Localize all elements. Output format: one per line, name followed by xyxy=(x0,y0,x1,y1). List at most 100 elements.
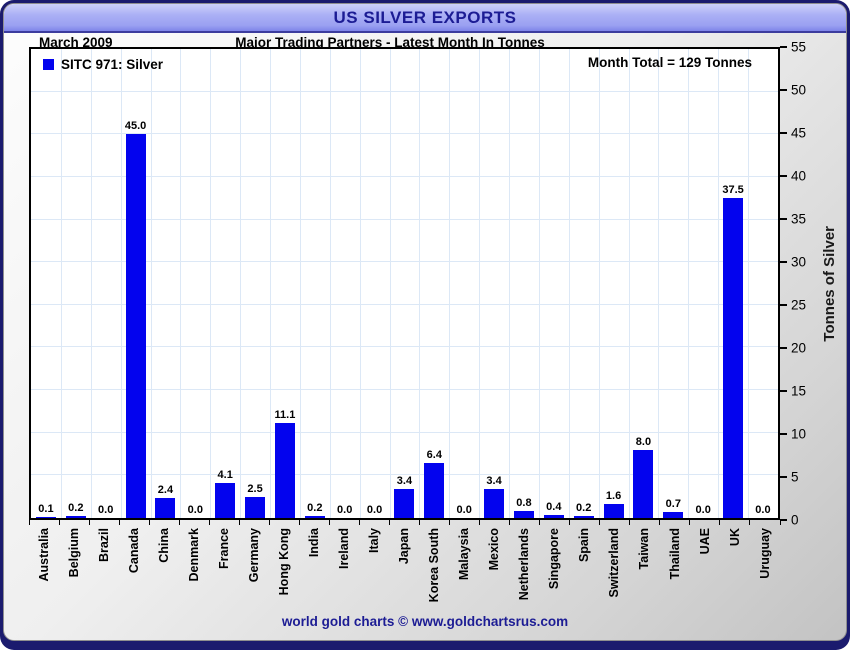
bar-value-label: 0.0 xyxy=(695,504,711,516)
month-total-annotation: Month Total = 129 Tonnes xyxy=(587,55,752,70)
vertical-gridline xyxy=(90,49,92,518)
horizontal-gridline xyxy=(31,346,778,348)
bar xyxy=(394,489,415,518)
y-axis-tick xyxy=(780,132,787,134)
bar-cell: 2.5 xyxy=(240,49,270,518)
x-axis-tick xyxy=(479,520,481,525)
bar-value-label: 8.0 xyxy=(635,435,652,448)
legend: SITC 971: Silver xyxy=(43,57,163,72)
horizontal-gridline xyxy=(31,261,778,263)
x-axis-category-label: Germany xyxy=(246,528,261,583)
page-title: US SILVER EXPORTS xyxy=(333,7,517,27)
y-axis-tick xyxy=(780,347,787,349)
bar-cell: 3.4 xyxy=(390,49,420,518)
title-bar: US SILVER EXPORTS xyxy=(4,4,846,33)
x-axis-category-label: Spain xyxy=(577,528,592,563)
bar-value-label: 3.4 xyxy=(486,475,502,488)
bar-value-label: 0.0 xyxy=(456,504,472,516)
vertical-gridline xyxy=(240,49,242,518)
horizontal-gridline xyxy=(31,431,778,433)
vertical-gridline xyxy=(449,49,451,518)
y-axis-tick xyxy=(780,261,787,263)
vertical-gridline xyxy=(688,49,690,518)
vertical-gridline xyxy=(479,49,481,518)
x-label-cell: Ireland xyxy=(329,520,359,626)
x-axis-category-label: Malaysia xyxy=(457,528,472,581)
y-axis-tick xyxy=(780,89,787,92)
bar-value-label: 0.0 xyxy=(337,504,353,516)
x-axis-tick xyxy=(268,520,270,525)
x-axis-tick xyxy=(749,520,751,525)
x-axis-tick xyxy=(28,520,30,525)
x-axis-category-label: Belgium xyxy=(66,528,81,578)
bar xyxy=(633,449,654,518)
vertical-gridline xyxy=(718,49,720,518)
x-label-cell: Belgium xyxy=(59,520,89,626)
bar-cell: 0.2 xyxy=(569,49,599,518)
x-label-cell: Canada xyxy=(119,520,149,626)
bar xyxy=(274,423,295,518)
x-label-cell: China xyxy=(149,520,179,626)
bar-cell: 0.2 xyxy=(300,49,330,518)
vertical-gridline xyxy=(210,49,212,518)
y-axis-tick xyxy=(780,218,787,220)
bar xyxy=(424,463,445,518)
bar-value-label: 6.4 xyxy=(426,449,442,462)
bar xyxy=(603,504,624,518)
bar-cell: 1.6 xyxy=(599,49,629,518)
y-axis: 0 5 10 15 20 25 30 35 40 45 50 55 xyxy=(780,40,814,527)
x-axis-labels: Australia Belgium Brazil Canada China Denmark… xyxy=(28,520,781,626)
bar-cell: 0.7 xyxy=(658,49,688,518)
bar-cell: 0.8 xyxy=(509,49,539,518)
bar-value-label: 3.4 xyxy=(396,475,413,488)
bar-value-label: 11.1 xyxy=(274,409,296,422)
bar-value-label: 0.0 xyxy=(366,504,383,516)
bar-value-label: 0.1 xyxy=(38,503,54,516)
bar-value-label: 0.2 xyxy=(307,502,323,515)
bar-cell: 37.5 xyxy=(718,49,748,518)
y-axis-tick xyxy=(780,46,787,48)
bar-cell: 0.0 xyxy=(449,49,479,518)
bar-cell: 0.0 xyxy=(748,49,778,518)
x-axis-tick xyxy=(779,520,781,525)
x-axis-tick xyxy=(208,520,210,525)
x-axis-tick xyxy=(569,520,571,525)
x-axis-category-label: Australia xyxy=(36,528,51,582)
x-label-cell: Japan xyxy=(390,520,420,626)
bar-value-label: 0.0 xyxy=(755,504,771,516)
bar-cell: 0.0 xyxy=(360,49,390,518)
bar-value-label: 0.4 xyxy=(546,500,562,513)
bar xyxy=(484,489,505,518)
horizontal-gridline xyxy=(31,175,778,177)
vertical-gridline xyxy=(658,49,660,518)
x-axis-tick xyxy=(449,520,451,525)
bar-series: 0.1 0.2 0.0 45.0 2.4 0.0 4.1 2.5 11.1 0.2 0.0 0.0 3.… xyxy=(31,49,778,518)
horizontal-gridline xyxy=(31,90,778,92)
horizontal-gridline xyxy=(31,133,778,135)
bar-cell: 11.1 xyxy=(270,49,300,518)
vertical-gridline xyxy=(598,49,600,518)
horizontal-gridline xyxy=(31,389,778,391)
subtitle-row: March 2009 Major Trading Partners - Late… xyxy=(4,35,846,51)
x-label-cell: Denmark xyxy=(179,520,209,626)
y-axis-tick-label: 15 xyxy=(791,383,807,399)
vertical-gridline xyxy=(270,49,272,518)
x-axis-category-label: Thailand xyxy=(667,528,682,580)
bar xyxy=(245,496,266,518)
x-axis-category-label: India xyxy=(306,528,321,558)
x-axis-category-label: Taiwan xyxy=(637,528,652,570)
x-axis-category-label: Ireland xyxy=(336,528,351,569)
x-axis-category-label: Singapore xyxy=(547,528,562,590)
x-label-cell: UAE xyxy=(690,520,720,626)
bar-cell: 4.1 xyxy=(210,49,240,518)
bar-value-label: 0.7 xyxy=(665,498,681,511)
chart-subtitle: Major Trading Partners - Latest Month In… xyxy=(235,35,545,50)
bar-value-label: 0.8 xyxy=(516,497,532,510)
legend-swatch-icon xyxy=(43,59,54,70)
x-axis-category-label: Denmark xyxy=(186,528,201,582)
x-label-cell: UK xyxy=(720,520,750,626)
x-axis-category-label: Japan xyxy=(397,528,412,565)
x-axis-tick xyxy=(509,520,511,525)
x-axis-category-label: Switzerland xyxy=(607,528,622,598)
x-axis-tick xyxy=(689,520,691,525)
